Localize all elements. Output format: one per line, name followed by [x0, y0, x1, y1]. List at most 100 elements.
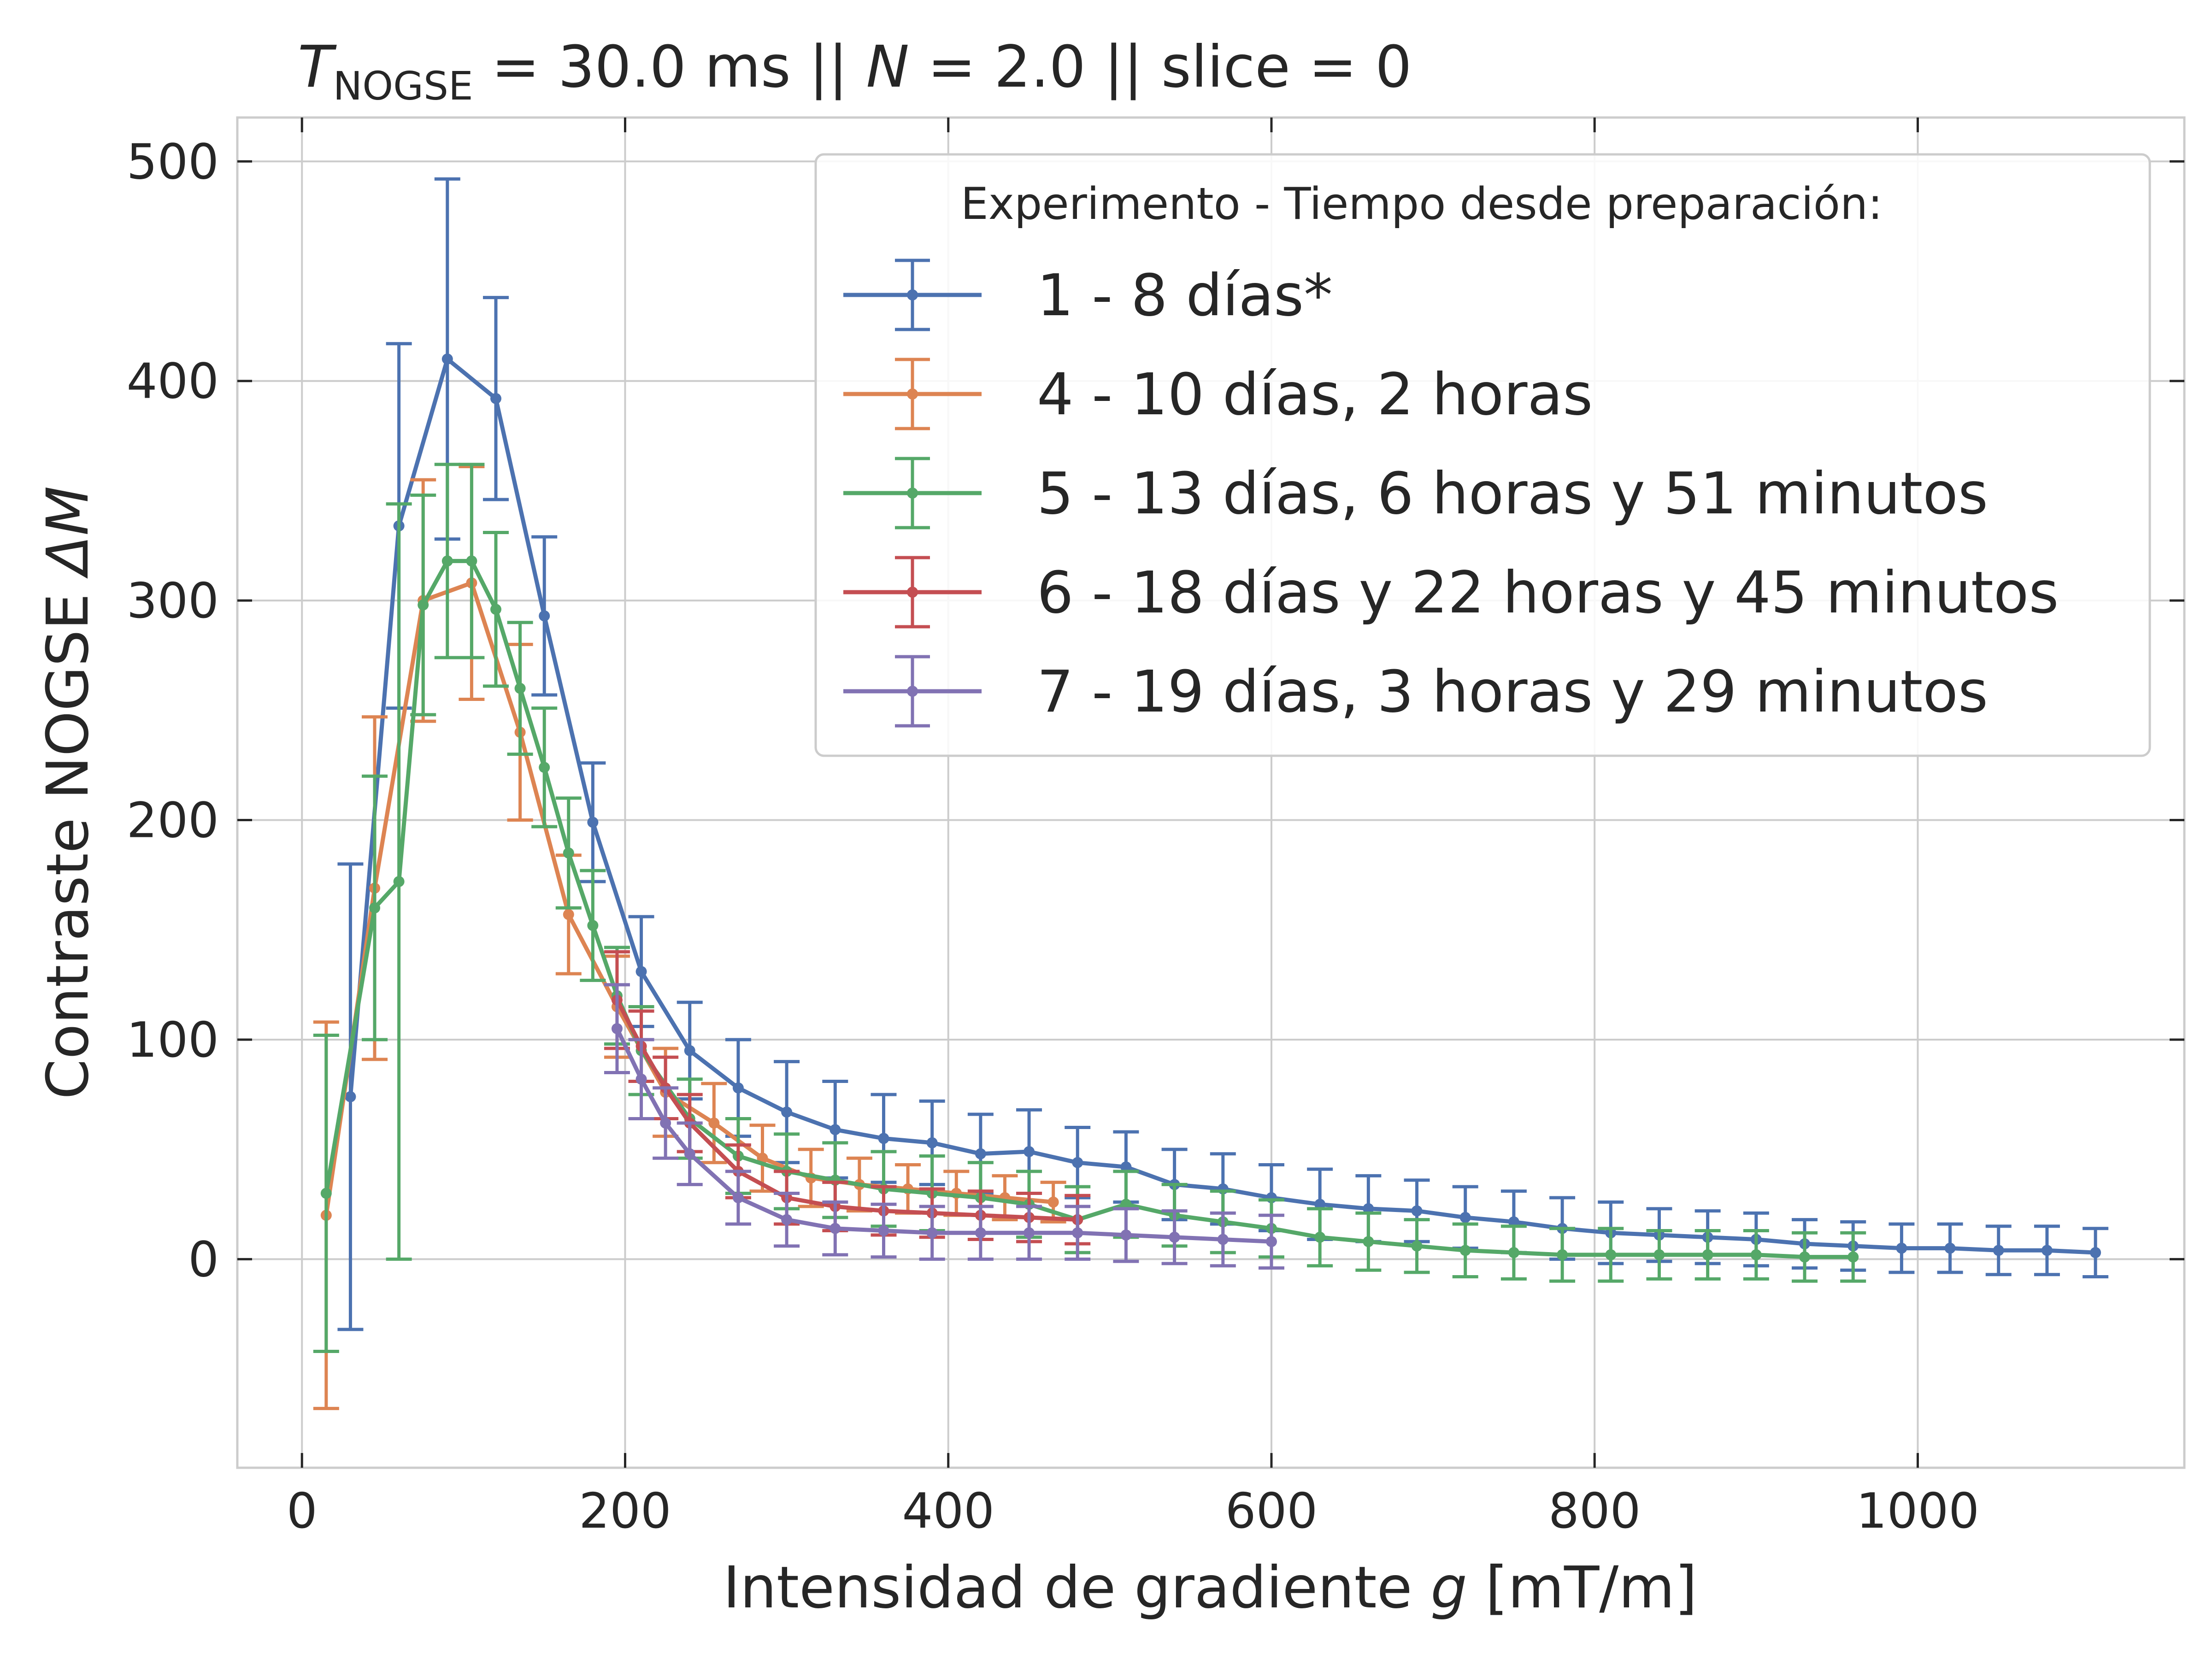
data-point	[1459, 1212, 1471, 1223]
data-point	[1605, 1249, 1617, 1260]
data-point	[1072, 1227, 1083, 1239]
data-point	[781, 1214, 793, 1225]
data-point	[1314, 1199, 1326, 1210]
data-point	[975, 1148, 986, 1159]
data-point	[1217, 1234, 1229, 1245]
y-tick-label: 200	[127, 793, 219, 849]
data-point	[1047, 1196, 1059, 1208]
plot-frame	[236, 116, 2186, 1469]
data-point	[830, 1223, 841, 1234]
data-point	[975, 1227, 986, 1239]
data-point	[393, 876, 405, 887]
x-tick-label: 0	[287, 1483, 318, 1539]
data-point	[2041, 1245, 2053, 1256]
data-point	[369, 902, 381, 914]
data-point	[1363, 1236, 1374, 1247]
ylabel-var: ΔM	[35, 486, 101, 579]
data-point	[1847, 1251, 1859, 1263]
y-tick-label: 500	[127, 134, 219, 190]
data-point	[708, 1118, 720, 1129]
legend-title: Experimento - Tiempo desde preparación:	[961, 179, 1883, 229]
data-point	[1265, 1236, 1277, 1247]
data-point	[1702, 1249, 1713, 1260]
legend-label: 5 - 13 días, 6 horas y 51 minutos	[1037, 460, 1988, 527]
x-tick-label: 800	[1548, 1483, 1641, 1539]
data-point	[466, 555, 477, 567]
data-point	[878, 1133, 889, 1144]
legend-label: 6 - 18 días y 22 horas y 45 minutos	[1037, 559, 2059, 626]
data-point	[490, 604, 501, 615]
data-point	[1120, 1199, 1132, 1210]
x-tick-label: 600	[1225, 1483, 1318, 1539]
data-point	[441, 555, 453, 567]
data-point	[732, 1192, 744, 1203]
data-point	[1750, 1249, 1762, 1260]
legend-label: 4 - 10 días, 2 horas	[1037, 361, 1593, 428]
data-point	[1120, 1229, 1132, 1241]
title-part1: = 30.0 ms ||	[473, 34, 866, 100]
ticks: 0 200 400 600 800 1000 0 100 200 300 400 500	[127, 118, 2184, 1539]
data-point	[1169, 1231, 1180, 1243]
data-point	[1072, 1157, 1083, 1168]
data-point	[1120, 1161, 1132, 1173]
data-point	[1024, 1146, 1035, 1157]
data-point	[781, 1106, 793, 1118]
legend-marker	[907, 587, 918, 598]
data-point	[1314, 1231, 1326, 1243]
xlabel-pre: Intensidad de gradiente	[723, 1554, 1430, 1621]
data-point	[1508, 1216, 1519, 1228]
x-tick-label: 200	[579, 1483, 671, 1539]
data-point	[1557, 1249, 1568, 1260]
data-point	[1363, 1203, 1374, 1214]
data-point	[1508, 1247, 1519, 1259]
data-point	[587, 920, 599, 931]
y-axis-label: Contraste NOGSE ΔM	[35, 486, 101, 1100]
title-t-symbol: T	[298, 34, 337, 100]
data-point	[1024, 1227, 1035, 1239]
y-tick-label: 400	[127, 353, 219, 410]
x-axis-label: Intensidad de gradiente g [mT/m]	[723, 1554, 1697, 1621]
data-point	[539, 762, 550, 773]
data-point	[684, 1148, 695, 1159]
data-point	[2090, 1247, 2101, 1259]
series-5	[604, 983, 1284, 1270]
legend-label: 1 - 8 días*	[1037, 262, 1333, 329]
data-point	[1459, 1245, 1471, 1256]
data-point	[635, 1073, 647, 1085]
xlabel-var: g	[1430, 1554, 1467, 1621]
data-point	[1653, 1249, 1665, 1260]
legend-marker	[907, 388, 918, 400]
data-point	[878, 1225, 889, 1236]
data-point	[345, 1091, 356, 1102]
data-point	[490, 393, 501, 404]
data-point	[684, 1045, 695, 1056]
data-point	[1993, 1245, 2004, 1256]
plot-series	[313, 177, 2109, 1410]
data-point	[1896, 1242, 1907, 1254]
data-point	[441, 353, 453, 365]
y-tick-label: 0	[188, 1231, 219, 1288]
y-tick-label: 300	[127, 573, 219, 629]
data-point	[926, 1227, 938, 1239]
data-point	[611, 1023, 623, 1035]
data-point	[418, 599, 429, 611]
data-point	[1411, 1240, 1423, 1252]
legend: Experimento - Tiempo desde preparación: …	[814, 153, 2151, 757]
legend-box	[814, 153, 2151, 757]
y-tick-label: 100	[127, 1012, 219, 1068]
title-t-subscript: NOGSE	[333, 64, 473, 109]
data-point	[1944, 1242, 1956, 1254]
title-n-symbol: N	[866, 34, 910, 100]
data-point	[635, 966, 647, 977]
data-point	[587, 817, 599, 828]
series-line	[615, 1028, 1272, 1244]
legend-marker	[907, 488, 918, 499]
legend-label: 7 - 19 días, 3 horas y 29 minutos	[1037, 659, 1988, 725]
data-point	[830, 1124, 841, 1135]
legend-marker	[907, 686, 918, 697]
data-point	[732, 1082, 744, 1094]
ylabel-pre: Contraste NOGSE	[35, 575, 101, 1100]
data-point	[563, 847, 574, 859]
data-point	[563, 909, 574, 920]
series-line	[324, 559, 1853, 1259]
